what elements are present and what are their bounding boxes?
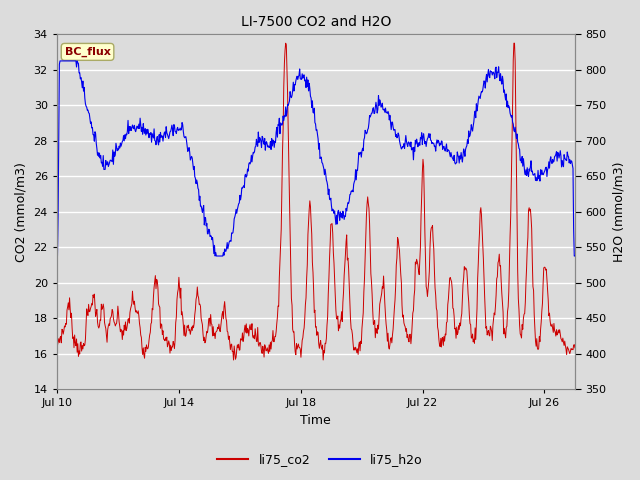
Legend: li75_co2, li75_h2o: li75_co2, li75_h2o — [212, 448, 428, 471]
li75_h2o — [450, 157, 458, 163]
li75_h2o — [56, 58, 64, 64]
li75_h2o — [113, 144, 120, 150]
Text: BC_flux: BC_flux — [65, 47, 111, 57]
li75_co2 — [323, 336, 330, 341]
li75_h2o — [322, 171, 330, 177]
li75_co2 — [123, 326, 131, 332]
li75_co2 — [282, 40, 289, 46]
Y-axis label: CO2 (mmol/m3): CO2 (mmol/m3) — [15, 162, 28, 262]
Line: li75_co2: li75_co2 — [57, 43, 575, 360]
li75_co2 — [451, 313, 458, 319]
Title: LI-7500 CO2 and H2O: LI-7500 CO2 and H2O — [241, 15, 391, 29]
Line: li75_h2o: li75_h2o — [57, 61, 575, 256]
X-axis label: Time: Time — [301, 414, 332, 427]
li75_co2 — [53, 334, 61, 340]
li75_h2o — [571, 253, 579, 259]
li75_h2o — [365, 113, 373, 119]
li75_co2 — [112, 321, 120, 327]
li75_h2o — [53, 253, 61, 259]
li75_co2 — [158, 322, 166, 327]
Y-axis label: H2O (mmol/m3): H2O (mmol/m3) — [612, 161, 625, 262]
li75_co2 — [366, 247, 374, 252]
li75_co2 — [571, 345, 579, 351]
li75_co2 — [230, 357, 237, 363]
li75_h2o — [124, 128, 131, 134]
li75_h2o — [159, 133, 166, 139]
